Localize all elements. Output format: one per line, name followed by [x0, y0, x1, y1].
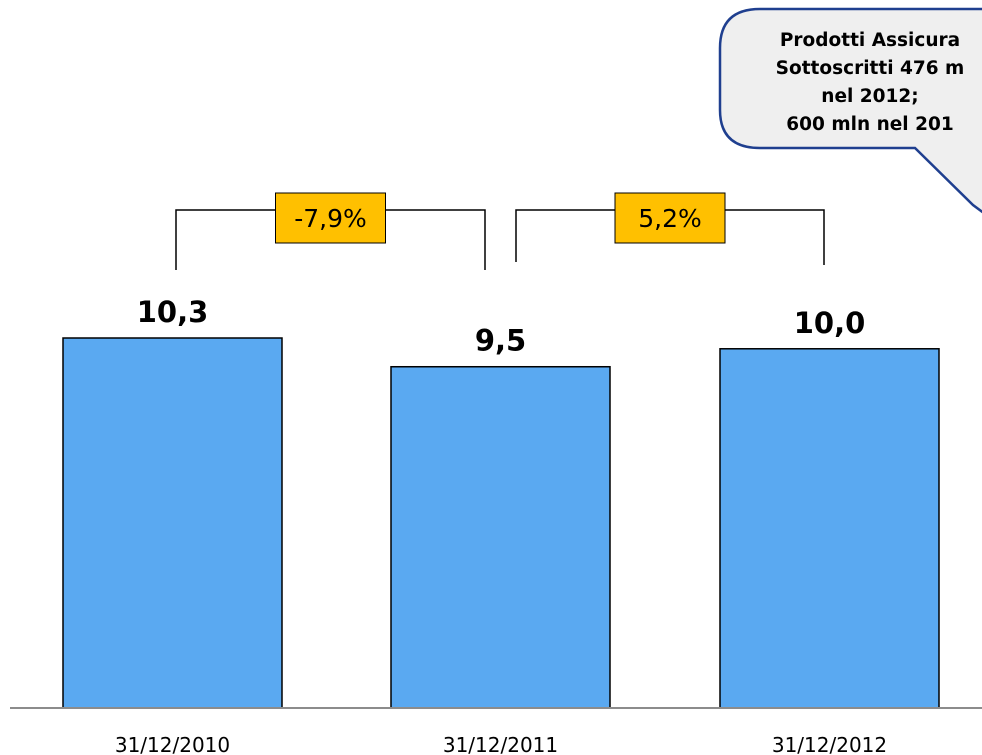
callout-line: Prodotti Assicura [780, 30, 960, 51]
change-label: -7,9% [294, 204, 367, 233]
x-tick-label: 31/12/2010 [115, 733, 230, 755]
change-label: 5,2% [638, 204, 702, 233]
change-bracket [175, 209, 486, 270]
bar [390, 365, 611, 709]
bars-group: 10,3 9,5 10,0 [62, 295, 940, 709]
x-tick-label: 31/12/2012 [772, 733, 887, 755]
bar-value-label: 9,5 [475, 324, 526, 358]
change-badge [275, 192, 386, 244]
annotation-callout: Prodotti Assicura Sottoscritti 476 m nel… [718, 7, 982, 214]
callout-line: Sottoscritti 476 m [776, 58, 965, 79]
bar [62, 337, 283, 709]
change-bracket [515, 209, 825, 265]
change-badge [614, 192, 726, 244]
change-brackets: -7,9% 5,2% [175, 192, 825, 270]
x-tick-labels: 31/12/2010 31/12/2011 31/12/2012 [115, 733, 887, 755]
callout-bubble [718, 7, 982, 214]
bar-value-label: 10,3 [137, 295, 209, 329]
bar-value-label: 10,0 [794, 306, 866, 340]
x-tick-label: 31/12/2011 [443, 733, 558, 755]
bar [719, 348, 940, 709]
callout-line: 600 mln nel 201 [786, 114, 953, 135]
callout-line: nel 2012; [821, 86, 918, 107]
